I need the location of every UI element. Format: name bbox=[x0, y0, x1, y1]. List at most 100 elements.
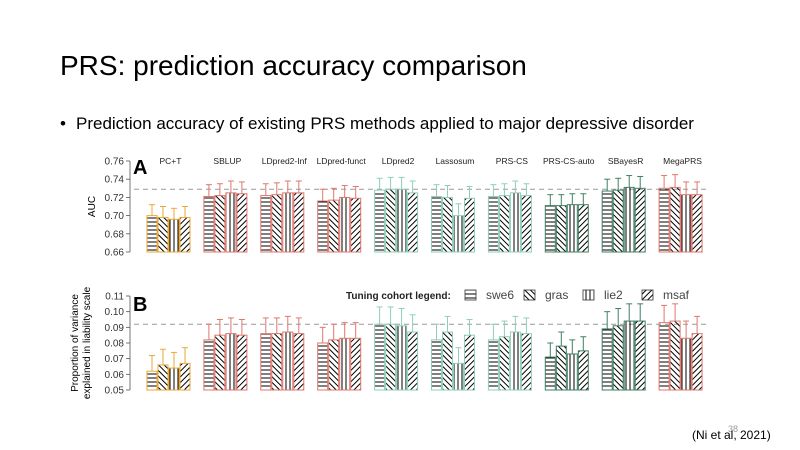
bar-body bbox=[282, 331, 294, 391]
bar-body bbox=[566, 353, 578, 391]
bar-body bbox=[612, 189, 624, 253]
category-label: LDpred-funct bbox=[317, 156, 367, 166]
bar-body bbox=[339, 337, 351, 391]
bar-body bbox=[442, 331, 453, 391]
bar-body bbox=[577, 350, 589, 391]
bar-body bbox=[680, 337, 692, 391]
bar bbox=[396, 176, 408, 253]
bullet-marker: • bbox=[60, 114, 66, 133]
bar bbox=[453, 203, 464, 253]
bar bbox=[168, 207, 180, 253]
bar bbox=[350, 185, 362, 253]
y-axis-label: Proportion of varianceexplained in liabi… bbox=[70, 286, 93, 399]
bar bbox=[203, 323, 215, 391]
bar bbox=[487, 323, 499, 391]
y-tick-label: 0.74 bbox=[105, 175, 125, 186]
y-axis-label-line: Proportion of variance bbox=[70, 294, 81, 392]
bar bbox=[544, 194, 556, 253]
bar bbox=[236, 181, 248, 253]
panel-a-auc-chart: A 0.76 0.74 0.72 0.70 0.68 0.66 AUC PC+T SBLUP LDp… bbox=[87, 156, 706, 259]
bar bbox=[236, 319, 248, 391]
bar-body bbox=[271, 333, 283, 391]
citation: (Ni et al, 2021) bbox=[692, 428, 771, 442]
bar-body bbox=[396, 188, 408, 253]
category-label: PC+T bbox=[159, 156, 181, 166]
bar-body bbox=[658, 187, 670, 253]
bar bbox=[317, 326, 329, 391]
bar-body bbox=[225, 333, 237, 391]
bar-body bbox=[566, 204, 578, 253]
bar-body bbox=[601, 328, 613, 391]
bullet-point: • Prediction accuracy of existing PRS me… bbox=[60, 114, 700, 133]
bar bbox=[464, 185, 475, 253]
legend-label: lie2 bbox=[604, 288, 623, 302]
legend-item: swe6 bbox=[464, 288, 514, 302]
bar-body bbox=[520, 195, 532, 253]
bar bbox=[691, 315, 703, 391]
bar bbox=[431, 323, 442, 391]
bar bbox=[634, 175, 646, 253]
bar-body bbox=[658, 322, 670, 391]
bar-body bbox=[328, 339, 340, 391]
bar-body bbox=[509, 331, 521, 391]
bar-body bbox=[669, 186, 681, 253]
bar bbox=[669, 174, 681, 253]
legend-item: msaf bbox=[641, 288, 690, 302]
bar bbox=[260, 183, 272, 253]
bar-body bbox=[179, 216, 191, 253]
bar bbox=[623, 303, 635, 391]
bar-body bbox=[293, 192, 305, 253]
bar bbox=[282, 180, 294, 253]
bar-body bbox=[464, 334, 475, 391]
y-tick-label: 0.11 bbox=[105, 292, 124, 303]
y-tick-label: 0.76 bbox=[105, 157, 125, 168]
bar-body bbox=[260, 195, 272, 253]
panel-b-variance-chart: B 0.11 0.10 0.09 0.08 0.07 0.06 0.05 Proportion … bbox=[70, 286, 706, 399]
bar bbox=[339, 322, 351, 391]
bar bbox=[293, 317, 305, 391]
bar bbox=[487, 184, 499, 253]
bar bbox=[328, 187, 340, 253]
bar-body bbox=[407, 331, 419, 391]
bar-body bbox=[168, 367, 180, 391]
bar-body bbox=[203, 339, 215, 391]
bar-body bbox=[203, 195, 215, 253]
bar bbox=[339, 185, 351, 253]
bar-body bbox=[236, 334, 248, 391]
bar bbox=[520, 317, 532, 391]
category-label: LDpred2 bbox=[382, 156, 415, 166]
bar bbox=[612, 177, 624, 253]
y-tick-label: 0.72 bbox=[105, 193, 125, 204]
bar-body bbox=[509, 192, 521, 253]
category-label: Lassosum bbox=[436, 156, 475, 166]
bar-body bbox=[691, 333, 703, 391]
bar bbox=[168, 351, 180, 391]
bar bbox=[612, 308, 624, 391]
bar-body bbox=[179, 362, 191, 391]
bar bbox=[282, 315, 294, 391]
bar bbox=[385, 176, 397, 253]
bar-body bbox=[225, 192, 237, 253]
category-label: SBayesR bbox=[608, 156, 643, 166]
bar bbox=[407, 180, 419, 253]
bar bbox=[374, 177, 386, 253]
bar-body bbox=[623, 186, 635, 253]
bar bbox=[442, 315, 453, 391]
bar bbox=[658, 175, 670, 253]
bar-body bbox=[453, 215, 464, 253]
bar-body bbox=[464, 197, 475, 253]
bar bbox=[566, 339, 578, 391]
bar bbox=[680, 181, 692, 253]
slide-title: PRS: prediction accuracy comparison bbox=[60, 50, 527, 81]
bar bbox=[555, 194, 567, 253]
category-label: LDpred2-Inf bbox=[262, 156, 308, 166]
bar bbox=[407, 314, 419, 391]
bar-body bbox=[544, 205, 556, 253]
bar bbox=[577, 193, 589, 253]
bar bbox=[396, 308, 408, 391]
bar bbox=[498, 183, 510, 253]
bar-body bbox=[271, 194, 283, 253]
y-axis-label-line: explained in liability scale bbox=[82, 286, 93, 399]
y-tick-label: 0.70 bbox=[105, 211, 125, 222]
